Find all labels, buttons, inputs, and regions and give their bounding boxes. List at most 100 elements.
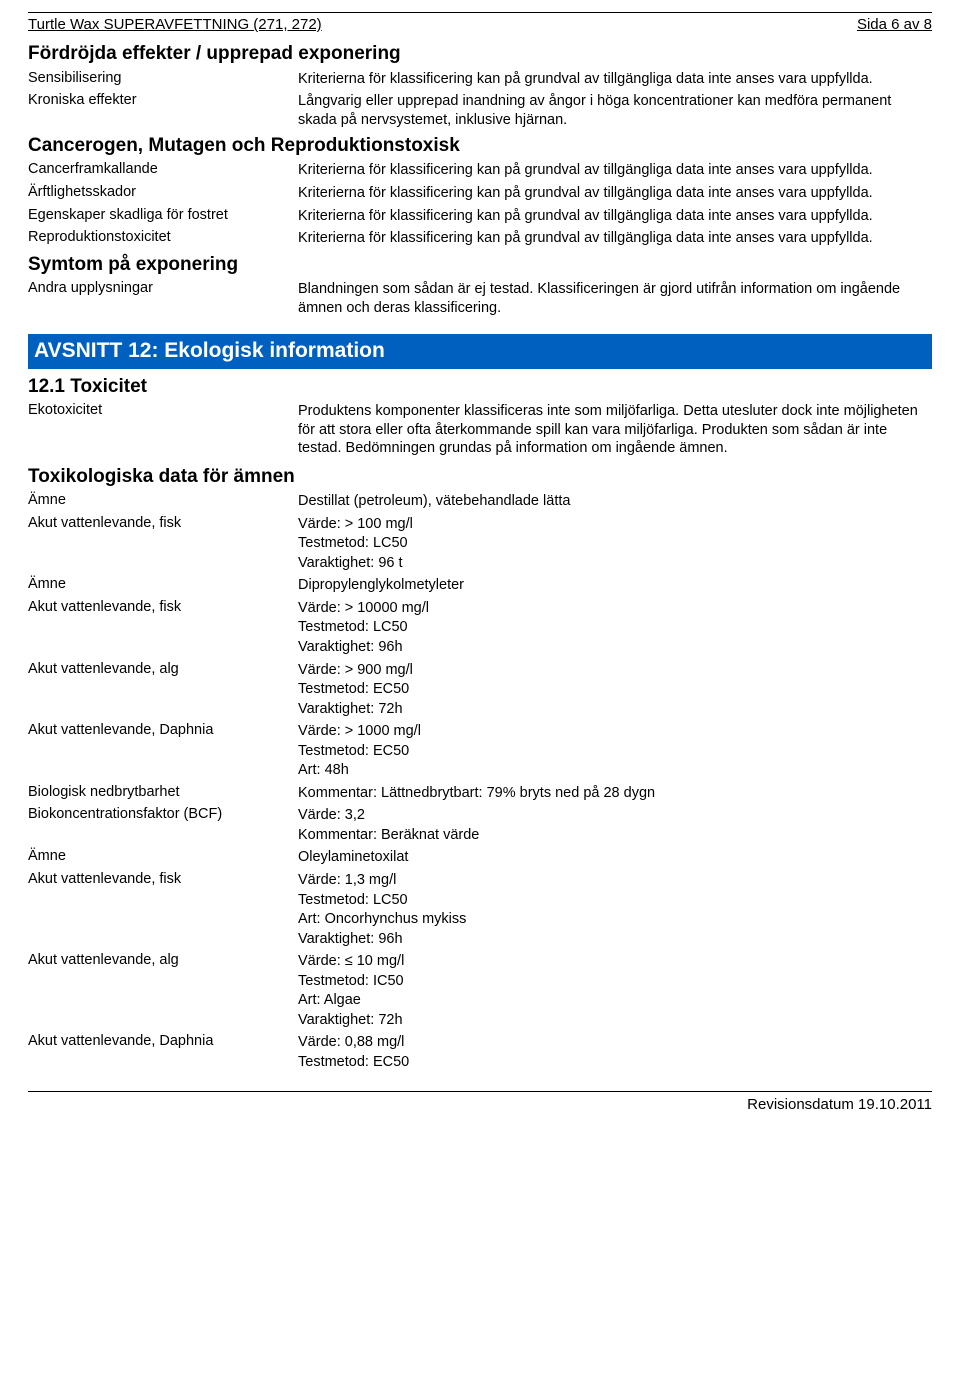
row-value: Värde: ≤ 10 mg/lTestmetod: IC50Art: Alga… — [298, 951, 932, 1030]
data-row: Akut vattenlevande, DaphniaVärde: > 1000… — [28, 721, 932, 781]
row-label: Andra upplysningar — [28, 279, 298, 298]
value-line: Testmetod: EC50 — [298, 680, 932, 699]
data-row: Akut vattenlevande, algVärde: > 900 mg/l… — [28, 660, 932, 720]
row-label: Akut vattenlevande, fisk — [28, 598, 298, 617]
doc-title: Turtle Wax SUPERAVFETTNING (271, 272) — [28, 15, 322, 34]
section-rows: CancerframkallandeKriterierna för klassi… — [28, 160, 932, 248]
value-line: Testmetod: IC50 — [298, 972, 932, 991]
row-value: Värde: > 900 mg/lTestmetod: EC50Varaktig… — [298, 660, 932, 720]
row-label: Ämne — [28, 847, 298, 866]
value-line: Värde: > 900 mg/l — [298, 661, 932, 680]
data-row: ReproduktionstoxicitetKriterierna för kl… — [28, 228, 932, 249]
section-bar-12: AVSNITT 12: Ekologisk information — [28, 334, 932, 369]
row-label: Akut vattenlevande, alg — [28, 660, 298, 679]
data-row: Akut vattenlevande, algVärde: ≤ 10 mg/lT… — [28, 951, 932, 1030]
header-line: Turtle Wax SUPERAVFETTNING (271, 272) Si… — [28, 15, 932, 34]
value-line: Varaktighet: 72h — [298, 700, 932, 719]
row-value: Värde: > 10000 mg/lTestmetod: LC50Varakt… — [298, 598, 932, 658]
row-value: Dipropylenglykolmetyleter — [298, 575, 932, 596]
value-line: Kriterierna för klassificering kan på gr… — [298, 184, 932, 203]
value-line: Värde: > 1000 mg/l — [298, 722, 932, 741]
page-indicator: Sida 6 av 8 — [857, 15, 932, 34]
data-row: CancerframkallandeKriterierna för klassi… — [28, 160, 932, 181]
row-label: Ekotoxicitet — [28, 401, 298, 420]
value-line: Varaktighet: 72h — [298, 1011, 932, 1030]
data-row: Akut vattenlevande, fiskVärde: 1,3 mg/lT… — [28, 870, 932, 949]
value-line: Testmetod: LC50 — [298, 891, 932, 910]
row-value: Kriterierna för klassificering kan på gr… — [298, 228, 932, 249]
value-line: Testmetod: LC50 — [298, 534, 932, 553]
row-value: Värde: > 1000 mg/lTestmetod: EC50Art: 48… — [298, 721, 932, 781]
footer-revision: Revisionsdatum 19.10.2011 — [28, 1095, 932, 1114]
value-line: Dipropylenglykolmetyleter — [298, 576, 932, 595]
row-label: Akut vattenlevande, fisk — [28, 870, 298, 889]
section-rows: Andra upplysningarBlandningen som sådan … — [28, 279, 932, 318]
value-line: Kommentar: Beräknat värde — [298, 826, 932, 845]
value-line: Långvarig eller upprepad inandning av ån… — [298, 92, 932, 129]
row-label: Ärftlighetsskador — [28, 183, 298, 202]
value-line: Värde: 1,3 mg/l — [298, 871, 932, 890]
data-row: ÄmneDestillat (petroleum), vätebehandlad… — [28, 491, 932, 512]
value-line: Art: 48h — [298, 761, 932, 780]
section-rows: SensibiliseringKriterierna för klassific… — [28, 69, 932, 131]
row-value: Värde: 1,3 mg/lTestmetod: LC50Art: Oncor… — [298, 870, 932, 949]
data-row: ÄmneOleylaminetoxilat — [28, 847, 932, 868]
value-line: Värde: > 100 mg/l — [298, 515, 932, 534]
row-value: Produktens komponenter klassificeras int… — [298, 401, 932, 459]
data-row: Akut vattenlevande, fiskVärde: > 10000 m… — [28, 598, 932, 658]
data-row: Andra upplysningarBlandningen som sådan … — [28, 279, 932, 318]
value-line: Kriterierna för klassificering kan på gr… — [298, 229, 932, 248]
footer-rule — [28, 1091, 932, 1092]
row-label: Biologisk nedbrytbarhet — [28, 783, 298, 802]
subheading-tox-data: Toxikologiska data för ämnen — [28, 465, 932, 489]
row-label: Kroniska effekter — [28, 91, 298, 110]
row-value: Blandningen som sådan är ej testad. Klas… — [298, 279, 932, 318]
section-heading-delayed-effects: Fördröjda effekter / upprepad exponering — [28, 42, 932, 66]
value-line: Värde: ≤ 10 mg/l — [298, 952, 932, 971]
row-value: Kommentar: Lättnedbrytbart: 79% bryts ne… — [298, 783, 932, 804]
value-line: Oleylaminetoxilat — [298, 848, 932, 867]
value-line: Destillat (petroleum), vätebehandlade lä… — [298, 492, 932, 511]
row-value: Värde: 0,88 mg/lTestmetod: EC50 — [298, 1032, 932, 1072]
data-row: Akut vattenlevande, fiskVärde: > 100 mg/… — [28, 514, 932, 574]
data-row: Biologisk nedbrytbarhetKommentar: Lättne… — [28, 783, 932, 804]
row-label: Ämne — [28, 491, 298, 510]
value-line: Värde: > 10000 mg/l — [298, 599, 932, 618]
row-label: Egenskaper skadliga för fostret — [28, 206, 298, 225]
row-label: Biokoncentrationsfaktor (BCF) — [28, 805, 298, 824]
row-value: Kriterierna för klassificering kan på gr… — [298, 206, 932, 227]
value-line: Varaktighet: 96h — [298, 930, 932, 949]
subheading-toxicity: 12.1 Toxicitet — [28, 375, 932, 399]
data-row: Akut vattenlevande, DaphniaVärde: 0,88 m… — [28, 1032, 932, 1072]
row-value: Kriterierna för klassificering kan på gr… — [298, 183, 932, 204]
section-heading-symptoms: Symtom på exponering — [28, 253, 932, 277]
value-line: Varaktighet: 96 t — [298, 554, 932, 573]
value-line: Testmetod: EC50 — [298, 742, 932, 761]
value-line: Blandningen som sådan är ej testad. Klas… — [298, 280, 932, 317]
value-line: Värde: 0,88 mg/l — [298, 1033, 932, 1052]
value-line: Art: Oncorhynchus mykiss — [298, 910, 932, 929]
row-label: Akut vattenlevande, alg — [28, 951, 298, 970]
row-label: Reproduktionstoxicitet — [28, 228, 298, 247]
row-value: Kriterierna för klassificering kan på gr… — [298, 69, 932, 90]
section-heading-cmr: Cancerogen, Mutagen och Reproduktionstox… — [28, 134, 932, 158]
data-row: Egenskaper skadliga för fostretKriterier… — [28, 206, 932, 227]
data-row: ÄrftlighetsskadorKriterierna för klassif… — [28, 183, 932, 204]
data-row: ÄmneDipropylenglykolmetyleter — [28, 575, 932, 596]
row-value: Oleylaminetoxilat — [298, 847, 932, 868]
row-value: Destillat (petroleum), vätebehandlade lä… — [298, 491, 932, 512]
section-rows: ÄmneDestillat (petroleum), vätebehandlad… — [28, 491, 932, 1072]
row-value: Kriterierna för klassificering kan på gr… — [298, 160, 932, 181]
row-value: Värde: > 100 mg/lTestmetod: LC50Varaktig… — [298, 514, 932, 574]
value-line: Kriterierna för klassificering kan på gr… — [298, 70, 932, 89]
row-label: Akut vattenlevande, Daphnia — [28, 1032, 298, 1051]
row-label: Ämne — [28, 575, 298, 594]
value-line: Art: Algae — [298, 991, 932, 1010]
row-label: Akut vattenlevande, fisk — [28, 514, 298, 533]
value-line: Kriterierna för klassificering kan på gr… — [298, 207, 932, 226]
data-row: EkotoxicitetProduktens komponenter klass… — [28, 401, 932, 459]
value-line: Kriterierna för klassificering kan på gr… — [298, 161, 932, 180]
value-line: Produktens komponenter klassificeras int… — [298, 402, 932, 458]
value-line: Varaktighet: 96h — [298, 638, 932, 657]
row-label: Cancerframkallande — [28, 160, 298, 179]
